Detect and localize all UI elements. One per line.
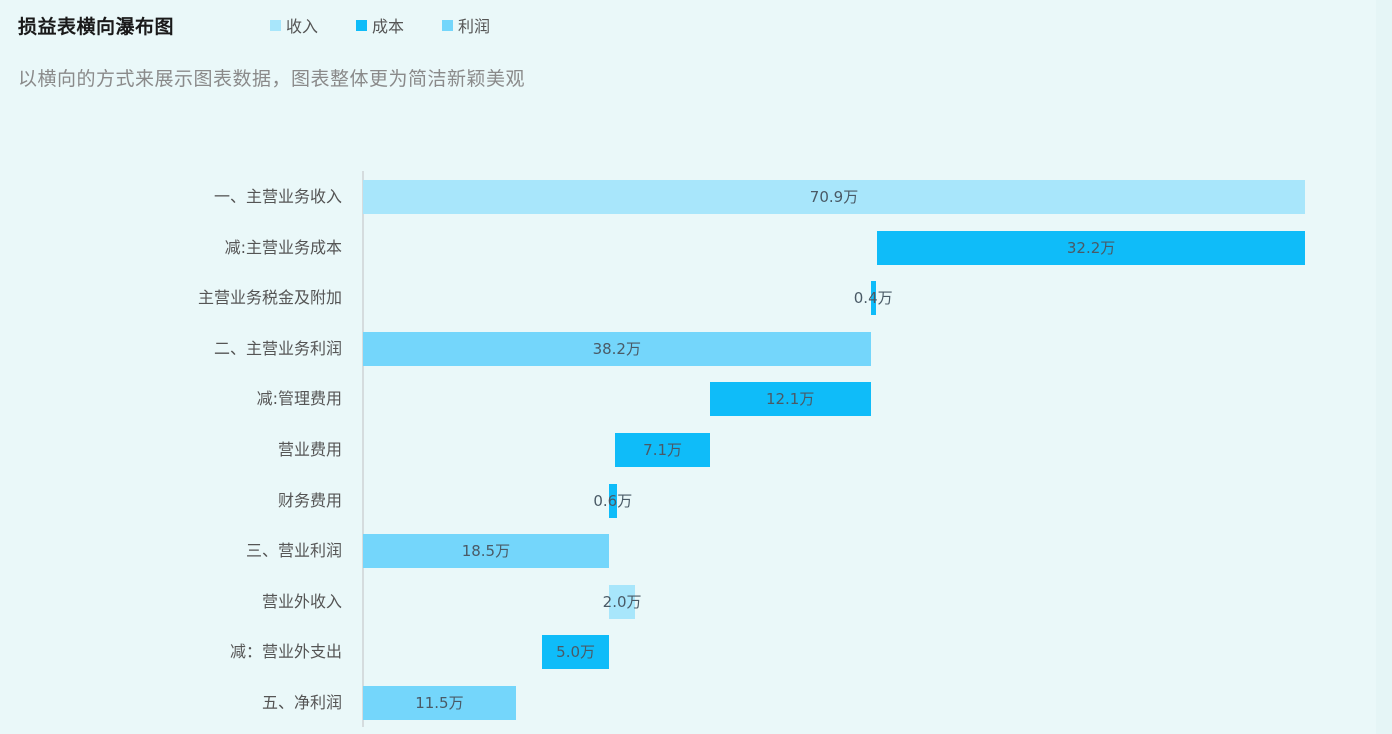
category-label: 减:主营业务成本: [224, 237, 342, 257]
legend-label: 收入: [286, 17, 319, 36]
chart-row: 减：营业外支出 5.0万: [0, 635, 1392, 670]
category-label: 财务费用: [277, 490, 342, 510]
category-label: 五、净利润: [261, 693, 342, 712]
bar-value-label: 12.1万: [765, 390, 815, 409]
bar-value-label: 70.9万: [809, 188, 859, 206]
bar-income[interactable]: [363, 180, 1305, 214]
legend-item-income[interactable]: 收入: [270, 13, 318, 37]
bar-value-label: 0.4万: [853, 289, 893, 308]
bar-cost[interactable]: [608, 483, 617, 518]
category-label: 三、营业利润: [245, 541, 342, 561]
chart-row: 减:管理费用 12.1万: [0, 382, 1392, 417]
chart-row: 财务费用 0.6万: [0, 483, 1392, 518]
legend-swatch-profit: [442, 19, 454, 31]
chart-row: 三、营业利润 18.5万: [0, 534, 1392, 569]
category-label: 减:管理费用: [256, 389, 342, 409]
bar-value-label: 38.2万: [592, 339, 641, 358]
category-label: 营业外收入: [261, 591, 342, 611]
bar-income[interactable]: [608, 584, 636, 619]
bar-value-label: 32.2万: [1066, 238, 1116, 257]
chart-row: 主营业务税金及附加 0.4万: [0, 281, 1392, 316]
chart-row: 五、净利润 11.5万: [0, 686, 1392, 720]
bar-profit[interactable]: [363, 534, 609, 569]
category-label: 一、主营业务收入: [213, 187, 342, 206]
category-label: 营业费用: [277, 440, 342, 459]
bar-value-label: 0.6万: [593, 491, 633, 510]
legend-label: 利润: [458, 17, 491, 36]
legend-label: 成本: [372, 17, 405, 36]
legend-swatch-cost: [356, 19, 368, 31]
chart-row: 减:主营业务成本 32.2万: [0, 230, 1392, 265]
bar-cost[interactable]: [877, 230, 1305, 265]
chart-title: 损益表横向瀑布图: [18, 16, 175, 38]
bar-cost[interactable]: [709, 382, 871, 417]
y-axis-line: [362, 171, 364, 727]
chart-row: 营业费用 7.1万: [0, 433, 1392, 467]
category-label: 减：营业外支出: [229, 642, 342, 662]
bar-value-label: 7.1万: [643, 441, 683, 459]
legend-swatch-income: [270, 19, 281, 31]
chart-subtitle: 以横向的方式来展示图表数据，图表整体更为简洁新颖美观: [18, 68, 526, 90]
legend: 收入 成本 利润: [270, 13, 528, 37]
legend-item-profit[interactable]: 利润: [442, 13, 490, 37]
bar-cost[interactable]: [870, 281, 876, 316]
bar-profit[interactable]: [363, 686, 516, 720]
category-label: 主营业务税金及附加: [197, 288, 342, 308]
bar-profit[interactable]: [363, 331, 871, 366]
chart-row: 营业外收入 2.0万: [0, 584, 1392, 619]
bar-cost[interactable]: [615, 433, 710, 467]
chart-row: 一、主营业务收入 70.9万: [0, 180, 1392, 214]
bar-value-label: 11.5万: [415, 694, 464, 712]
legend-item-cost[interactable]: 成本: [356, 13, 404, 37]
category-label: 二、主营业务利润: [213, 338, 342, 358]
bar-cost[interactable]: [542, 635, 609, 670]
right-edge-strip: [1376, 0, 1392, 734]
bar-value-label: 5.0万: [556, 643, 596, 662]
chart-row: 二、主营业务利润 38.2万: [0, 331, 1392, 366]
bar-value-label: 18.5万: [461, 542, 511, 561]
bar-value-label: 2.0万: [602, 592, 642, 611]
